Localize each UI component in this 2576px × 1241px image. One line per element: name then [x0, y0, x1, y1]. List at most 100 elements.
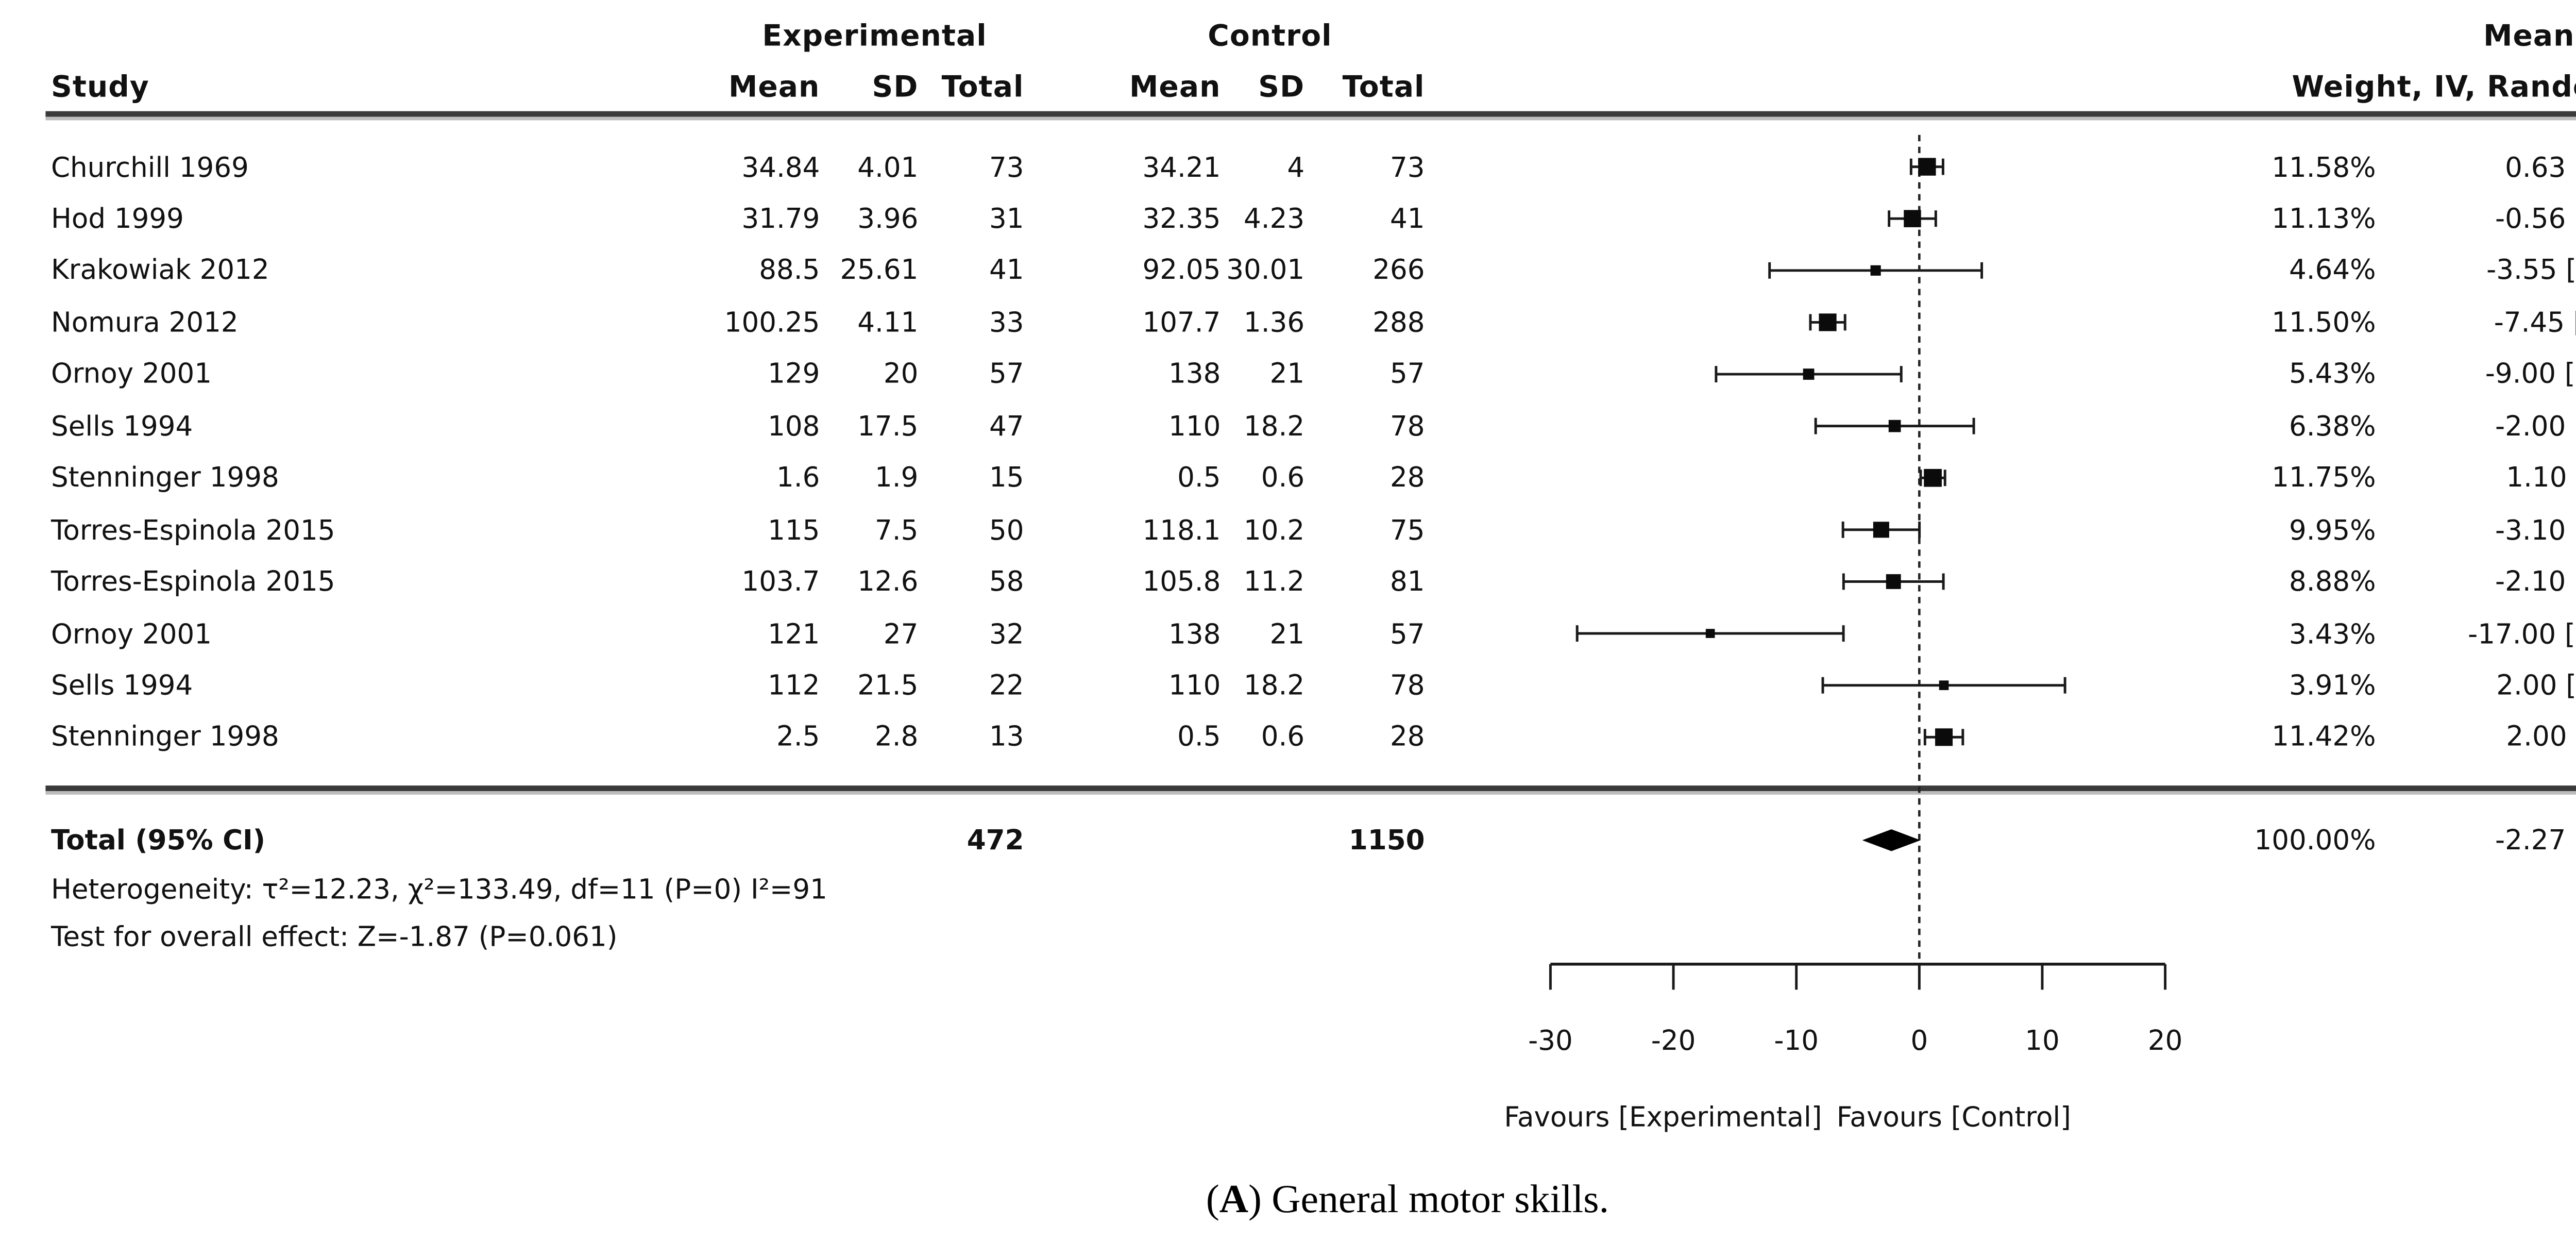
- total-ctl-participants: 1150: [1348, 824, 1425, 857]
- study-weight: 9.95%: [2289, 513, 2376, 546]
- study-name: Hod 1999: [51, 202, 184, 235]
- ctl-total: 41: [1390, 202, 1425, 235]
- exp-mean: 112: [768, 668, 820, 702]
- overall-effect-test: Test for overall effect: Z=-1.87 (P=0.06…: [51, 920, 618, 953]
- column-header-weight-iv-random-ci: Weight, IV, Random, 95% CI: [2292, 69, 2576, 104]
- study-weight: 11.13%: [2272, 202, 2376, 235]
- exp-total: 13: [989, 720, 1024, 754]
- study-effect-ci: 2.00 [ 0.46, 3.54]: [2506, 720, 2576, 754]
- ctl-sd: 1.36: [1243, 306, 1305, 339]
- effect-square: [1803, 368, 1815, 380]
- exp-total: 31: [989, 202, 1024, 235]
- exp-mean: 103.7: [741, 565, 820, 598]
- caption-open: (: [1206, 1176, 1219, 1221]
- exp-sd: 1.9: [875, 461, 919, 495]
- effect-square: [1888, 420, 1901, 432]
- ctl-sd: 30.01: [1226, 254, 1305, 287]
- exp-sd: 20: [883, 358, 919, 391]
- x-tick-label: 10: [2025, 1025, 2059, 1056]
- ctl-total: 78: [1390, 668, 1425, 702]
- total-row-label: Total (95% CI): [51, 824, 266, 857]
- exp-sd: 25.61: [840, 254, 919, 287]
- study-weight: 11.58%: [2272, 150, 2376, 183]
- column-header-exp-sd: SD: [872, 69, 919, 104]
- exp-sd: 4.01: [857, 150, 919, 183]
- exp-total: 22: [989, 668, 1024, 702]
- exp-mean: 88.5: [759, 254, 820, 287]
- study-weight: 11.75%: [2272, 461, 2376, 495]
- study-name: Torres-Espinola 2015: [51, 513, 335, 546]
- study-effect-ci: -3.55 [-12.18, 5.08]: [2486, 254, 2576, 287]
- exp-sd: 7.5: [875, 513, 919, 546]
- study-effect-ci: -3.10 [ -6.21, 0.01]: [2495, 513, 2576, 546]
- exp-total: 32: [989, 617, 1024, 650]
- study-weight: 5.43%: [2289, 358, 2376, 391]
- exp-total: 15: [989, 461, 1024, 495]
- exp-sd: 12.6: [857, 565, 919, 598]
- ctl-mean: 34.21: [1142, 150, 1221, 183]
- heterogeneity-stats: Heterogeneity: τ²=12.23, χ²=133.49, df=1…: [51, 873, 827, 906]
- study-name: Ornoy 2001: [51, 617, 212, 650]
- ctl-mean: 92.05: [1142, 254, 1221, 287]
- ctl-total: 75: [1390, 513, 1425, 546]
- effect-square: [1924, 468, 1942, 487]
- x-tick-label: 20: [2148, 1025, 2182, 1056]
- exp-mean: 31.79: [741, 202, 820, 235]
- total-divider-rule: [45, 785, 2576, 795]
- study-name: Nomura 2012: [51, 306, 239, 339]
- effect-square: [1918, 158, 1936, 176]
- exp-mean: 2.5: [776, 720, 820, 754]
- study-effect-ci: 0.63 [ -0.67, 1.93]: [2505, 150, 2576, 183]
- study-weight: 4.64%: [2289, 254, 2376, 287]
- ctl-mean: 0.5: [1177, 461, 1221, 495]
- exp-total: 57: [989, 358, 1024, 391]
- figure-caption: (A) General motor skills.: [0, 1176, 2576, 1223]
- ctl-sd: 21: [1269, 617, 1305, 650]
- caption-letter: A: [1219, 1176, 1248, 1221]
- column-header-exp-total: Total: [941, 69, 1024, 104]
- total-diamond: [1862, 829, 1921, 851]
- study-effect-ci: -2.00 [ -8.43, 4.43]: [2495, 409, 2576, 443]
- x-tick-label: 0: [1910, 1025, 1928, 1056]
- ctl-total: 57: [1390, 617, 1425, 650]
- exp-sd: 17.5: [857, 409, 919, 443]
- ctl-mean: 110: [1168, 668, 1221, 702]
- ctl-sd: 10.2: [1243, 513, 1305, 546]
- study-effect-ci: -17.00 [-27.83, -6.17]: [2468, 617, 2576, 650]
- column-header-mean-difference: Mean Difference: [2483, 18, 2576, 53]
- exp-mean: 108: [768, 409, 820, 443]
- exp-sd: 3.96: [857, 202, 919, 235]
- ctl-sd: 0.6: [1261, 720, 1305, 754]
- ctl-total: 81: [1390, 565, 1425, 598]
- ctl-sd: 4: [1287, 150, 1305, 183]
- column-header-ctl-mean: Mean: [1129, 69, 1221, 104]
- study-name: Krakowiak 2012: [51, 254, 269, 287]
- study-name: Torres-Espinola 2015: [51, 565, 335, 598]
- study-effect-ci: 1.10 [ 0.11, 2.09]: [2506, 461, 2576, 495]
- ctl-mean: 110: [1168, 409, 1221, 443]
- ctl-mean: 32.35: [1142, 202, 1221, 235]
- study-name: Stenninger 1998: [51, 720, 279, 754]
- study-effect-ci: -9.00 [-16.53, -1.47]: [2485, 358, 2576, 391]
- ctl-total: 288: [1372, 306, 1425, 339]
- total-weight: 100.00%: [2254, 824, 2376, 857]
- study-weight: 3.91%: [2289, 668, 2376, 702]
- study-name: Sells 1994: [51, 409, 193, 443]
- ctl-mean: 118.1: [1142, 513, 1221, 546]
- ctl-total: 266: [1372, 254, 1425, 287]
- total-effect-ci: -2.27 [ -4.64, 0.10]: [2495, 824, 2576, 857]
- x-tick-label: -20: [1651, 1025, 1696, 1056]
- exp-mean: 34.84: [741, 150, 820, 183]
- effect-square: [1873, 522, 1889, 538]
- ctl-sd: 0.6: [1261, 461, 1305, 495]
- ctl-total: 57: [1390, 358, 1425, 391]
- study-weight: 6.38%: [2289, 409, 2376, 443]
- column-group-header-experimental: Experimental: [762, 18, 987, 53]
- x-tick-label: -30: [1528, 1025, 1573, 1056]
- ctl-total: 73: [1390, 150, 1425, 183]
- study-effect-ci: -7.45 [ -8.86, -6.04]: [2494, 306, 2576, 339]
- study-name: Stenninger 1998: [51, 461, 279, 495]
- study-weight: 3.43%: [2289, 617, 2376, 650]
- study-name: Churchill 1969: [51, 150, 249, 183]
